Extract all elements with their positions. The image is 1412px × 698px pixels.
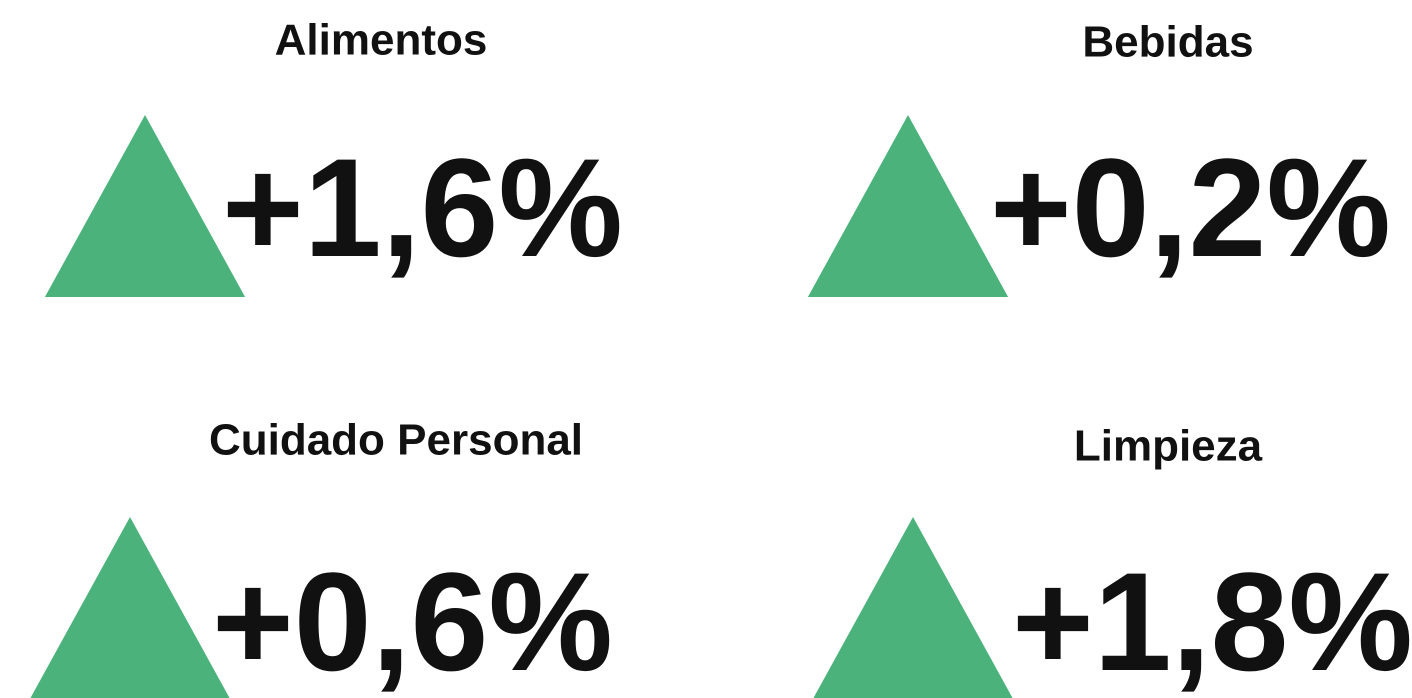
up-arrow-icon <box>30 517 230 698</box>
card-value: +1,6% <box>222 129 623 286</box>
card-value: +1,8% <box>1012 543 1412 698</box>
card-title: Bebidas <box>1082 18 1253 67</box>
card-value: +0,2% <box>990 129 1391 286</box>
card-title: Cuidado Personal <box>209 416 583 465</box>
card-title: Alimentos <box>275 16 488 65</box>
up-arrow-icon <box>807 115 1009 297</box>
up-arrow-icon <box>44 115 246 297</box>
card-value: +0,6% <box>212 543 613 698</box>
card-title: Limpieza <box>1074 422 1263 471</box>
up-arrow-icon <box>813 517 1013 698</box>
